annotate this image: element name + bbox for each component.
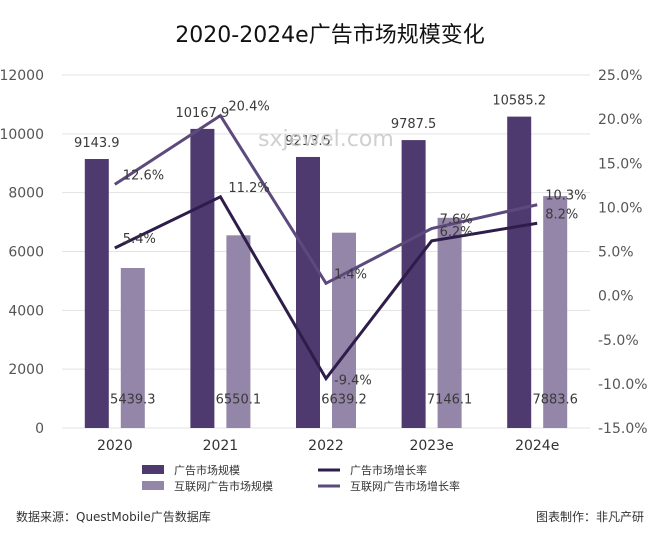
- growth-value-label: 10.3%: [545, 189, 586, 204]
- line-labels: 5.4% 11.2% -9.4% 6.2% 8.2% 12.6% 20.4% 1.4% 7.6%…: [123, 100, 587, 389]
- legend-swatch: [142, 481, 164, 490]
- growth-lines: [113, 113, 538, 382]
- left-tick-label: 12000: [0, 68, 44, 84]
- chart-title: 2020-2024e广告市场规模变化: [175, 23, 484, 48]
- growth-value-label: 5.4%: [123, 232, 156, 247]
- bar-value-label: 10167.9: [176, 106, 230, 121]
- left-tick-label: 0: [35, 421, 44, 437]
- bar-value-label: 7146.1: [427, 393, 473, 408]
- growth-value-label: 8.2%: [545, 207, 578, 222]
- right-tick-label: 10.0%: [598, 200, 642, 216]
- legend-label: 互联网广告市场规模: [174, 479, 273, 493]
- right-tick-label: -15.0%: [598, 421, 648, 437]
- bar-market: [190, 128, 215, 428]
- right-tick-label: 0.0%: [598, 289, 634, 305]
- bar-value-label: 6639.2: [321, 393, 367, 408]
- left-tick-label: 4000: [8, 303, 44, 319]
- x-tick-label: 2024e: [515, 438, 559, 454]
- line-market-growth: [114, 194, 538, 382]
- bar-labels: 9143.9 10167.9 9213.5 9787.5 10585.2 5439.3 65…: [74, 94, 578, 408]
- bar-value-label: 5439.3: [110, 393, 156, 408]
- bar-internet: [120, 267, 145, 428]
- bar-internet: [226, 235, 251, 428]
- growth-value-label: 6.2%: [440, 225, 473, 240]
- left-axis: 0 2000 4000 6000 8000 10000 12000: [0, 68, 44, 437]
- right-tick-label: 25.0%: [598, 68, 642, 84]
- bar-market: [507, 116, 532, 428]
- bar-value-label: 6550.1: [216, 393, 262, 408]
- left-tick-label: 8000: [8, 186, 44, 202]
- watermark: sxjewel.com: [258, 127, 394, 152]
- bars: [84, 116, 568, 428]
- left-tick-label: 6000: [8, 245, 44, 261]
- source-note: 数据来源：QuestMobile广告数据库: [16, 509, 211, 524]
- right-tick-label: 20.0%: [598, 112, 642, 128]
- growth-value-label: 20.4%: [228, 100, 269, 115]
- bar-market: [296, 156, 320, 428]
- x-axis: 2020 2021 2022 2023e 2024e: [97, 438, 559, 454]
- bar-value-label: 9143.9: [74, 136, 120, 151]
- legend-label: 广告市场规模: [174, 463, 240, 477]
- x-tick-label: 2020: [97, 438, 133, 454]
- bar-value-label: 9787.5: [391, 117, 437, 132]
- right-tick-label: -5.0%: [598, 333, 639, 349]
- x-tick-label: 2021: [203, 438, 239, 454]
- growth-value-label: 11.2%: [228, 181, 269, 196]
- x-tick-label: 2022: [308, 438, 344, 454]
- right-axis: -15.0% -10.0% -5.0% 0.0% 5.0% 10.0% 15.0% 20.0%…: [598, 68, 648, 437]
- bar-value-label: 9213.5: [285, 134, 331, 149]
- bar-market: [401, 140, 426, 428]
- gridlines: [62, 74, 590, 429]
- growth-value-label: 1.4%: [334, 267, 367, 282]
- growth-value-label: -9.4%: [334, 374, 372, 389]
- growth-value-label: 7.6%: [440, 213, 473, 228]
- bar-internet: [543, 196, 568, 428]
- left-tick-label: 10000: [0, 127, 44, 143]
- legend-label: 广告市场增长率: [350, 463, 427, 477]
- bar-value-label: 10585.2: [492, 94, 546, 109]
- bar-internet: [332, 232, 356, 428]
- x-tick-label: 2023e: [409, 438, 453, 454]
- right-tick-label: -10.0%: [598, 377, 648, 393]
- bar-market: [84, 159, 109, 428]
- bar-internet: [437, 217, 462, 428]
- line-internet-growth: [113, 113, 538, 286]
- legend-label: 互联网广告市场增长率: [350, 479, 460, 493]
- right-tick-label: 15.0%: [598, 156, 642, 172]
- bar-value-label: 7883.6: [532, 393, 578, 408]
- right-tick-label: 5.0%: [598, 245, 634, 261]
- legend-swatch: [142, 465, 164, 474]
- credit-note: 图表制作：非凡产研: [536, 510, 644, 524]
- growth-value-label: 12.6%: [123, 168, 164, 183]
- left-tick-label: 2000: [8, 362, 44, 378]
